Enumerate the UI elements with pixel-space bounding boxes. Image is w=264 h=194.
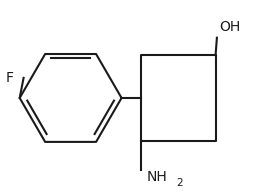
Text: F: F: [5, 71, 13, 85]
Text: 2: 2: [176, 178, 183, 188]
Text: OH: OH: [219, 20, 241, 34]
Text: NH: NH: [146, 170, 167, 184]
